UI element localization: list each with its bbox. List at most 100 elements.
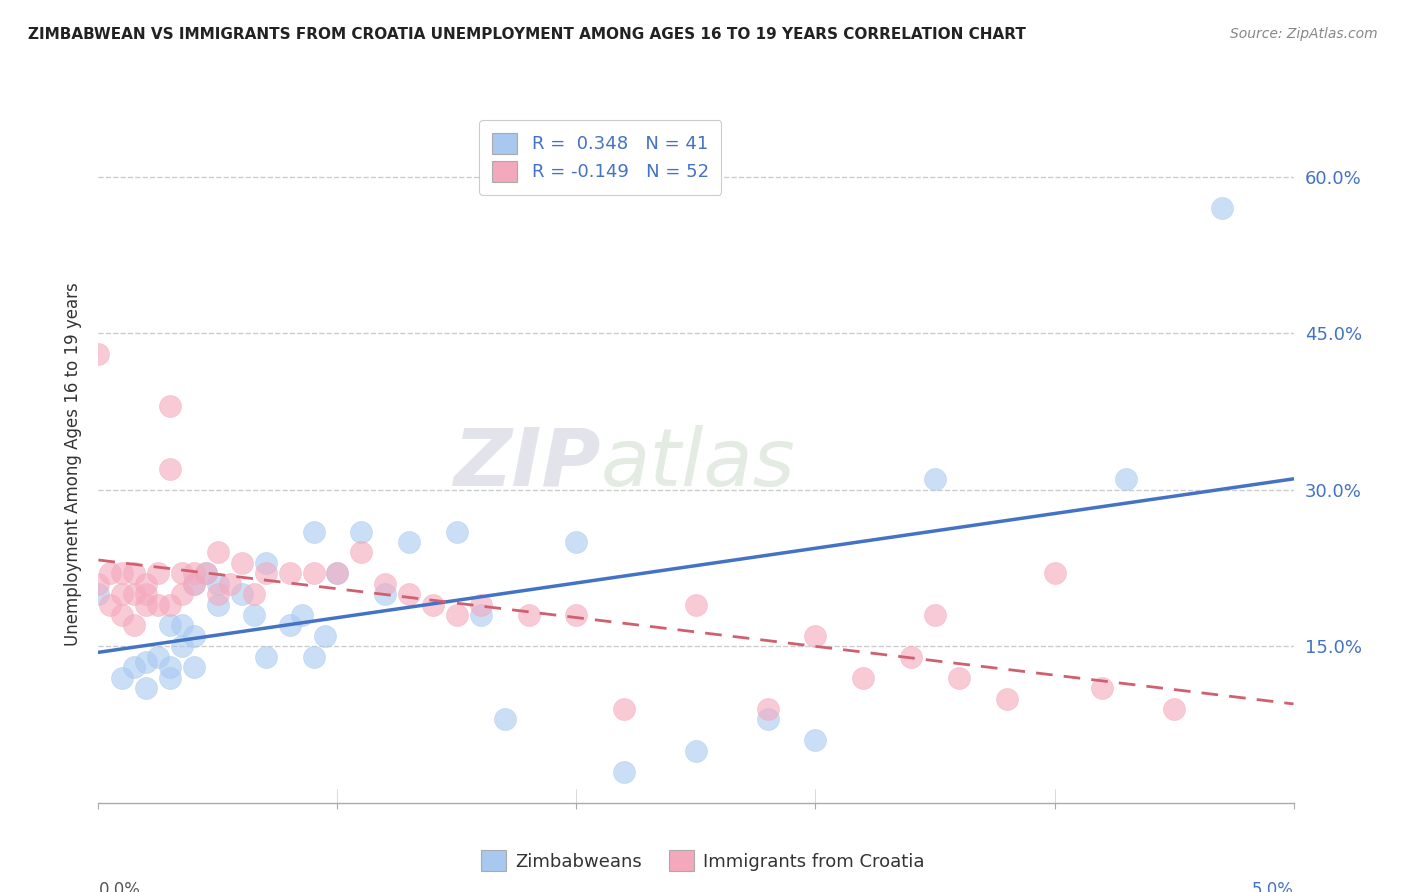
Point xyxy=(685,598,707,612)
Point xyxy=(685,744,707,758)
Point xyxy=(326,566,349,581)
Point xyxy=(565,608,588,623)
Point xyxy=(804,629,827,643)
Point xyxy=(87,347,110,361)
Text: 5.0%: 5.0% xyxy=(1251,881,1294,892)
Point xyxy=(87,576,110,591)
Point xyxy=(374,576,396,591)
Point xyxy=(111,566,134,581)
Point xyxy=(804,733,827,747)
Text: Source: ZipAtlas.com: Source: ZipAtlas.com xyxy=(1230,27,1378,41)
Point xyxy=(172,566,194,581)
Point xyxy=(1091,681,1114,695)
Point xyxy=(135,576,157,591)
Y-axis label: Unemployment Among Ages 16 to 19 years: Unemployment Among Ages 16 to 19 years xyxy=(63,282,82,646)
Point xyxy=(124,618,146,632)
Point xyxy=(207,545,229,559)
Point xyxy=(183,576,205,591)
Point xyxy=(470,598,492,612)
Point xyxy=(948,671,970,685)
Point xyxy=(613,764,636,779)
Point xyxy=(756,702,779,716)
Point xyxy=(995,691,1018,706)
Point xyxy=(183,629,205,643)
Point xyxy=(159,598,181,612)
Point xyxy=(374,587,396,601)
Point xyxy=(111,608,134,623)
Point xyxy=(398,587,420,601)
Point xyxy=(98,598,122,612)
Point xyxy=(1211,202,1233,216)
Point xyxy=(900,649,922,664)
Point xyxy=(87,587,110,601)
Point xyxy=(326,566,349,581)
Point xyxy=(278,566,301,581)
Point xyxy=(194,566,218,581)
Point xyxy=(302,649,325,664)
Point xyxy=(446,524,468,539)
Point xyxy=(183,576,205,591)
Point xyxy=(231,587,253,601)
Point xyxy=(135,587,157,601)
Point xyxy=(290,608,312,623)
Point xyxy=(207,576,229,591)
Text: ZIP: ZIP xyxy=(453,425,600,503)
Text: 0.0%: 0.0% xyxy=(98,881,141,892)
Point xyxy=(135,655,157,669)
Point xyxy=(254,649,277,664)
Point xyxy=(924,473,946,487)
Point xyxy=(159,462,181,476)
Point xyxy=(446,608,468,623)
Point xyxy=(124,660,146,674)
Point xyxy=(98,566,122,581)
Point xyxy=(254,556,277,570)
Text: atlas: atlas xyxy=(600,425,796,503)
Point xyxy=(159,618,181,632)
Point xyxy=(1115,473,1137,487)
Point xyxy=(124,587,146,601)
Point xyxy=(148,566,170,581)
Point xyxy=(135,681,157,695)
Point xyxy=(194,566,218,581)
Point xyxy=(159,400,181,414)
Point xyxy=(565,535,588,549)
Point xyxy=(494,712,516,726)
Legend: Zimbabweans, Immigrants from Croatia: Zimbabweans, Immigrants from Croatia xyxy=(474,843,932,879)
Point xyxy=(350,524,373,539)
Point xyxy=(183,660,205,674)
Point xyxy=(852,671,875,685)
Point xyxy=(254,566,277,581)
Legend: R =  0.348   N = 41, R = -0.149   N = 52: R = 0.348 N = 41, R = -0.149 N = 52 xyxy=(479,120,721,194)
Point xyxy=(135,598,157,612)
Point xyxy=(924,608,946,623)
Point xyxy=(159,660,181,674)
Point xyxy=(398,535,420,549)
Point xyxy=(302,566,325,581)
Point xyxy=(172,618,194,632)
Point xyxy=(148,649,170,664)
Point xyxy=(231,556,253,570)
Point xyxy=(1043,566,1066,581)
Point xyxy=(207,598,229,612)
Point xyxy=(148,598,170,612)
Point xyxy=(111,587,134,601)
Point xyxy=(172,587,194,601)
Point xyxy=(111,671,134,685)
Point xyxy=(613,702,636,716)
Point xyxy=(422,598,444,612)
Point xyxy=(207,587,229,601)
Point xyxy=(470,608,492,623)
Point xyxy=(159,671,181,685)
Point xyxy=(756,712,779,726)
Point xyxy=(172,640,194,654)
Point xyxy=(314,629,337,643)
Point xyxy=(302,524,325,539)
Point xyxy=(243,608,266,623)
Point xyxy=(278,618,301,632)
Text: ZIMBABWEAN VS IMMIGRANTS FROM CROATIA UNEMPLOYMENT AMONG AGES 16 TO 19 YEARS COR: ZIMBABWEAN VS IMMIGRANTS FROM CROATIA UN… xyxy=(28,27,1026,42)
Point xyxy=(219,576,242,591)
Point xyxy=(183,566,205,581)
Point xyxy=(517,608,540,623)
Point xyxy=(350,545,373,559)
Point xyxy=(124,566,146,581)
